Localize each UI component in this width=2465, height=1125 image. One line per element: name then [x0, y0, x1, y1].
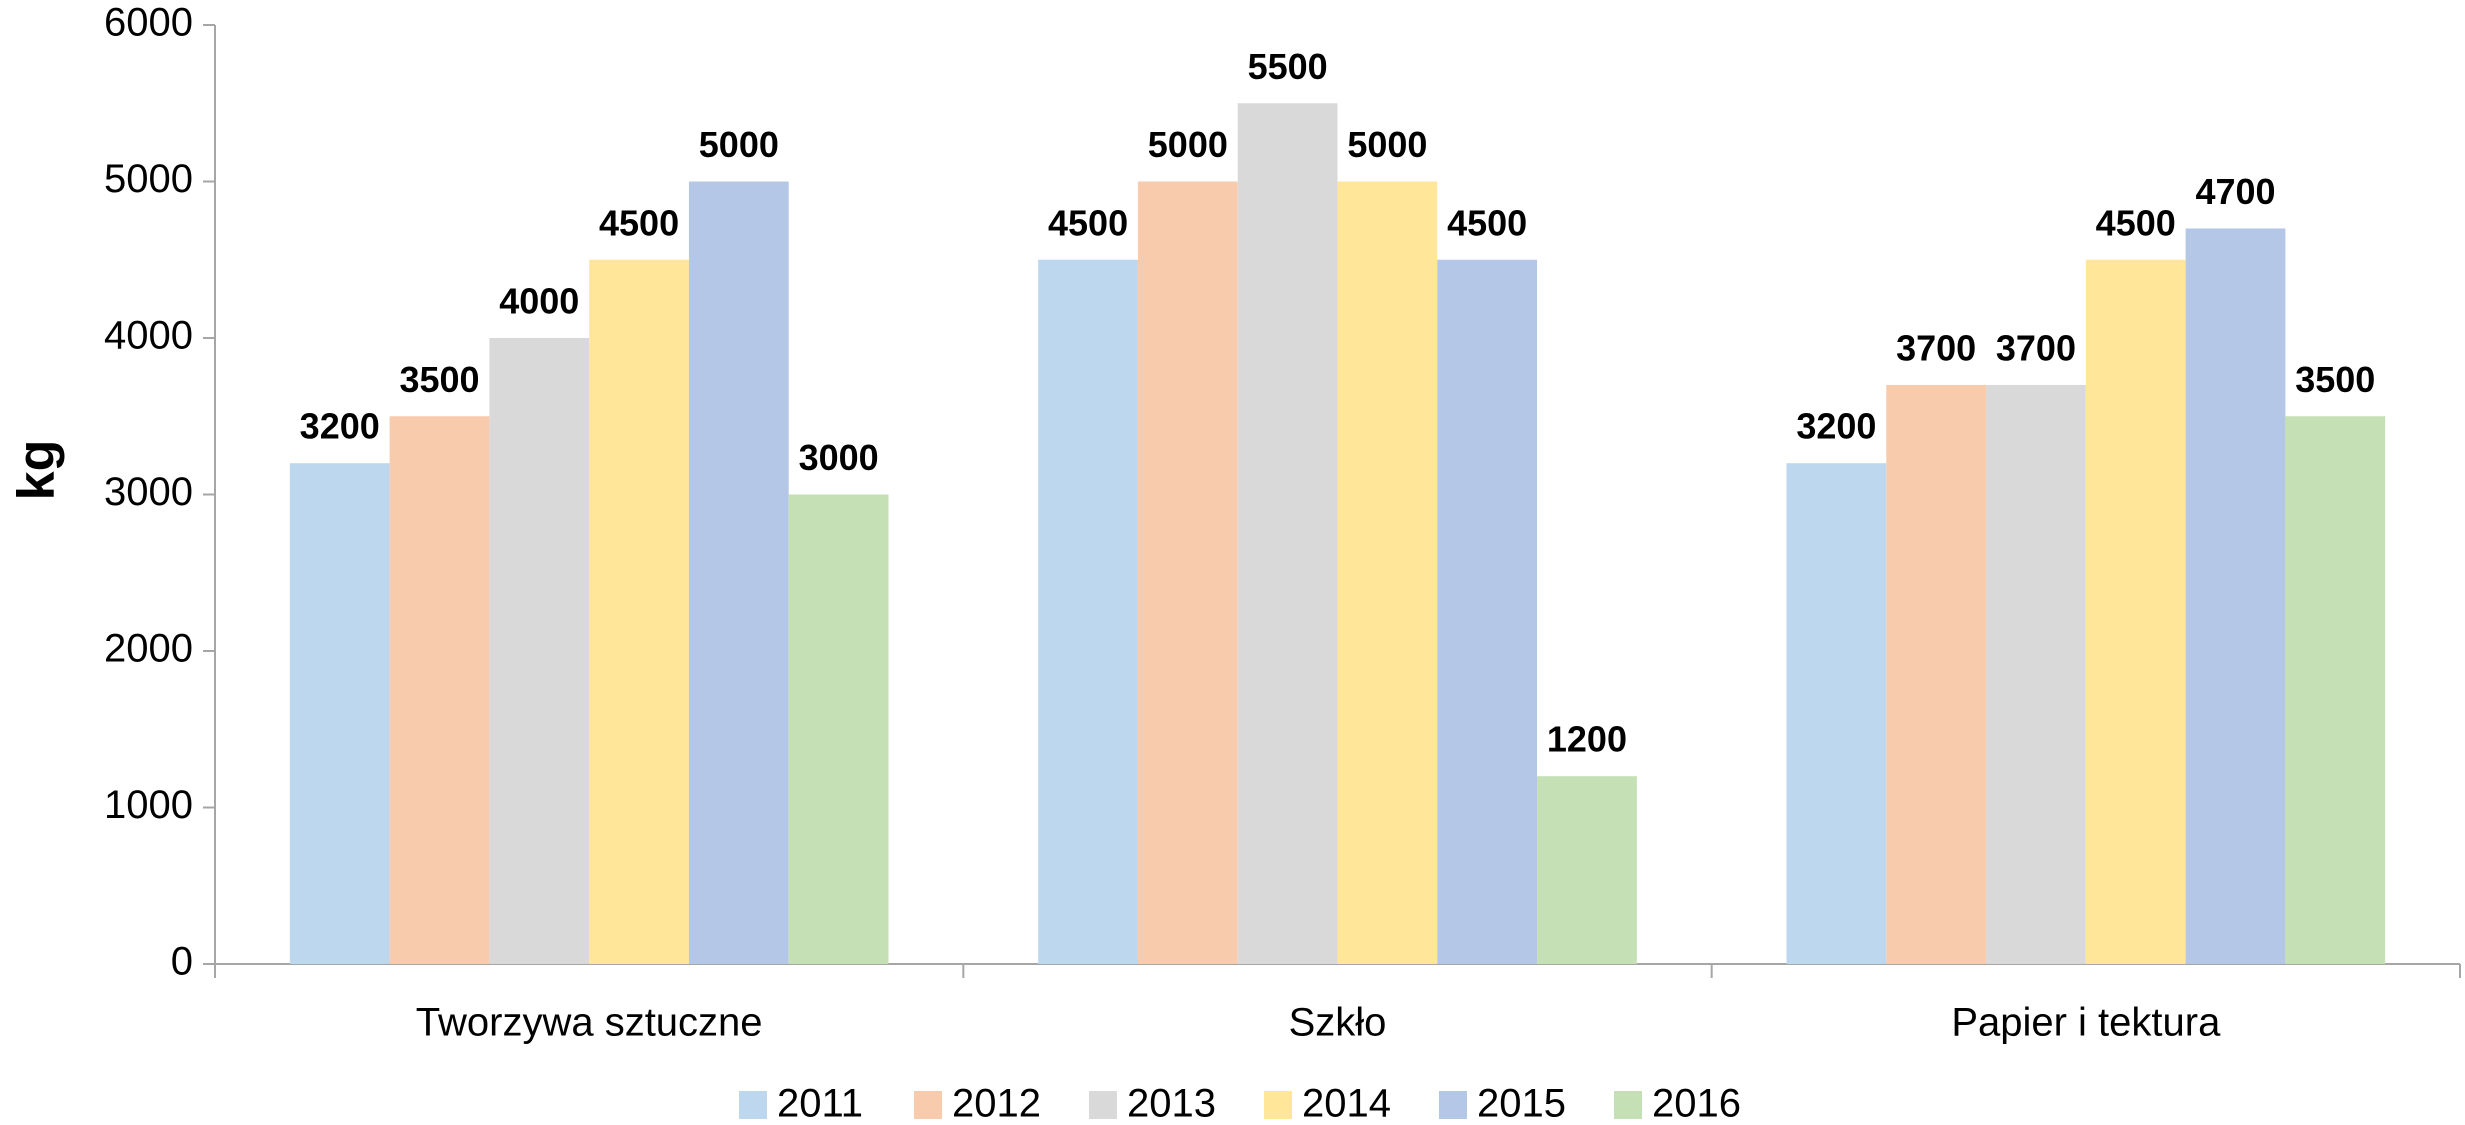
bar: [589, 259, 689, 964]
data-label: 4000: [499, 281, 579, 322]
legend-swatch: [914, 1091, 942, 1119]
y-tick-label: 3000: [104, 470, 193, 514]
data-label: 4700: [2195, 171, 2275, 212]
y-tick-label: 4000: [104, 314, 193, 358]
data-label: 4500: [599, 202, 679, 243]
legend-swatch: [1614, 1091, 1642, 1119]
bar: [1437, 259, 1538, 964]
y-tick-label: 2000: [104, 627, 193, 671]
bar: [489, 338, 590, 964]
y-tick-label: 5000: [104, 157, 193, 201]
x-tick-label: Tworzywa sztuczne: [416, 1001, 763, 1045]
data-label: 3500: [2295, 359, 2375, 400]
data-label: 4500: [1048, 202, 1128, 243]
bar: [2185, 228, 2286, 964]
x-tick-label: Szkło: [1289, 1001, 1387, 1045]
legend-label: 2015: [1477, 1082, 1566, 1125]
legend-swatch: [739, 1091, 767, 1119]
bar: [1038, 259, 1138, 964]
legend-label: 2013: [1127, 1082, 1216, 1125]
legend-swatch: [1089, 1091, 1117, 1119]
bar: [1237, 103, 1338, 964]
legend-label: 2011: [777, 1082, 863, 1125]
legend-label: 2016: [1652, 1082, 1741, 1125]
data-label: 3700: [1896, 327, 1976, 368]
bar: [389, 416, 490, 964]
bar: [1137, 181, 1238, 964]
legend-swatch: [1264, 1091, 1292, 1119]
data-label: 5000: [1347, 124, 1427, 165]
bar: [2285, 416, 2386, 964]
data-label: 3200: [300, 406, 380, 447]
bar: [1537, 776, 1637, 964]
bar: [2085, 259, 2186, 964]
bar: [289, 463, 390, 964]
x-tick-label: Papier i tektura: [1951, 1001, 2221, 1045]
data-label: 3500: [399, 359, 479, 400]
bar: [788, 494, 889, 964]
legend-label: 2014: [1302, 1082, 1391, 1125]
data-label: 4500: [1447, 202, 1527, 243]
data-label: 4500: [2096, 202, 2176, 243]
bar: [1786, 463, 1887, 964]
bar: [688, 181, 789, 964]
legend-swatch: [1439, 1091, 1467, 1119]
data-label: 3700: [1996, 327, 2076, 368]
data-label: 3000: [799, 437, 879, 478]
data-label: 1200: [1547, 719, 1627, 760]
data-label: 3200: [1796, 406, 1876, 447]
bar: [1337, 181, 1438, 964]
legend-label: 2012: [952, 1082, 1041, 1125]
bar: [1886, 384, 1987, 964]
y-tick-label: 1000: [104, 783, 193, 827]
y-tick-label: 6000: [104, 1, 193, 45]
data-label: 5000: [1148, 124, 1228, 165]
y-axis-label: kg: [8, 440, 66, 501]
y-tick-label: 0: [171, 940, 193, 984]
data-label: 5000: [699, 124, 779, 165]
bar: [1986, 384, 2086, 964]
data-label: 5500: [1248, 46, 1328, 87]
